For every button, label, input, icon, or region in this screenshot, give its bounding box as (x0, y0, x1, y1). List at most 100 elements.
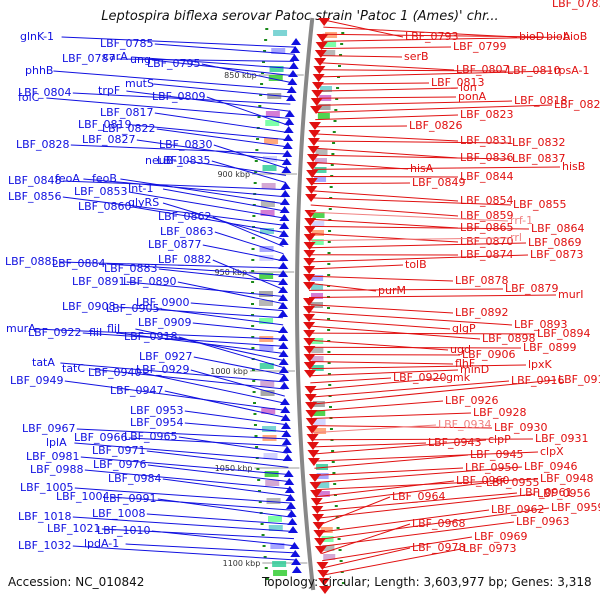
forward-gene-arrow[interactable] (279, 214, 290, 221)
forward-gene-arrow[interactable] (281, 438, 292, 445)
forward-gene-label[interactable]: LBF_0885 (5, 255, 59, 268)
reverse-gene-arrow[interactable] (308, 122, 321, 130)
reverse-gene-label[interactable]: LBF_0849 (412, 176, 466, 189)
reverse-gene-label[interactable]: purM (378, 284, 406, 297)
forward-gene-label[interactable]: LBF_0783 (552, 0, 600, 10)
forward-gene-label[interactable]: LBF_0787 (62, 52, 116, 65)
forward-gene-arrow[interactable] (287, 518, 298, 525)
reverse-gene-arrow[interactable] (311, 514, 324, 522)
reverse-gene-arrow[interactable] (303, 234, 316, 242)
forward-gene-label[interactable]: LBF_0971 (92, 444, 146, 457)
forward-gene-arrow[interactable] (278, 366, 289, 373)
reverse-gene-label[interactable]: LBF_0930 (494, 421, 548, 434)
reverse-gene-label[interactable]: LBF_0810 (507, 64, 561, 77)
forward-gene-arrow[interactable] (291, 558, 302, 565)
forward-gene-label[interactable]: LBF_0795 (147, 57, 201, 70)
forward-gene-label[interactable]: LBF_0909 (138, 316, 192, 329)
reverse-gene-arrow[interactable] (306, 162, 319, 170)
forward-gene-label[interactable]: LBF_0947 (110, 384, 164, 397)
reverse-gene-label[interactable]: bioB (563, 30, 587, 43)
forward-gene-label[interactable]: LBF_0966 (74, 431, 128, 444)
forward-gene-arrow[interactable] (279, 206, 290, 213)
forward-gene-label[interactable]: neuB-1 (145, 154, 184, 167)
forward-gene-arrow[interactable] (278, 262, 289, 269)
forward-gene-label[interactable]: lpdA-1 (84, 537, 119, 550)
reverse-gene-label[interactable]: hisB (562, 160, 585, 173)
rna-gene-label[interactable]: LBF_0934 (438, 418, 492, 431)
reverse-gene-label[interactable]: LBF_0973 (463, 542, 517, 555)
rna-gene-label[interactable]: rrl (510, 231, 522, 244)
forward-gene-arrow[interactable] (278, 230, 289, 237)
forward-gene-label[interactable]: LBF_1005 (20, 481, 74, 494)
forward-gene-arrow[interactable] (284, 486, 295, 493)
forward-gene-label[interactable]: LBF_0988 (30, 463, 84, 476)
reverse-gene-arrow[interactable] (304, 218, 317, 226)
forward-gene-label[interactable]: LBF_0830 (159, 138, 213, 151)
reverse-gene-label[interactable]: clpP (488, 433, 511, 446)
forward-gene-label[interactable]: LBF_0984 (108, 472, 162, 485)
forward-gene-arrow[interactable] (286, 94, 297, 101)
reverse-gene-label[interactable]: LBF_0928 (473, 406, 527, 419)
reverse-gene-arrow[interactable] (303, 298, 315, 306)
reverse-gene-label[interactable]: serB (404, 50, 429, 63)
reverse-gene-label[interactable]: LBF_0959 (551, 501, 600, 514)
reverse-gene-label[interactable]: LBF_0893 (514, 318, 568, 331)
forward-gene-label[interactable]: feoA (55, 172, 80, 185)
forward-gene-label[interactable]: LBF_0819 (78, 118, 132, 131)
forward-gene-arrow[interactable] (278, 278, 289, 285)
reverse-gene-arrow[interactable] (318, 578, 331, 586)
reverse-gene-arrow[interactable] (303, 250, 316, 258)
forward-gene-label[interactable]: LBF_0804 (18, 86, 72, 99)
reverse-gene-arrow[interactable] (308, 474, 321, 482)
reverse-gene-label[interactable]: LBF_0874 (460, 248, 514, 261)
reverse-gene-label[interactable]: LBF_0865 (460, 221, 514, 234)
forward-gene-arrow[interactable] (278, 358, 289, 365)
reverse-gene-arrow[interactable] (310, 106, 323, 114)
forward-gene-label[interactable]: LBF_1032 (18, 539, 72, 552)
reverse-gene-arrow[interactable] (316, 34, 329, 42)
forward-gene-arrow[interactable] (286, 502, 297, 509)
reverse-gene-label[interactable]: lpxK (528, 358, 553, 371)
reverse-gene-label[interactable]: tolB (405, 258, 427, 271)
forward-gene-label[interactable]: LBF_0965 (124, 430, 178, 443)
forward-gene-label[interactable]: LBF_1021 (47, 522, 101, 535)
forward-gene-arrow[interactable] (286, 510, 297, 517)
forward-gene-label[interactable]: LBF_0817 (100, 106, 154, 119)
reverse-gene-label[interactable]: LBF_0807 (456, 63, 510, 76)
forward-gene-label[interactable]: LBF_0891 (72, 275, 126, 288)
forward-gene-arrow[interactable] (280, 406, 291, 413)
reverse-gene-label[interactable]: LBF_0879 (505, 282, 559, 295)
forward-gene-label[interactable]: trpF (98, 84, 120, 97)
forward-gene-label[interactable]: LBF_0822 (102, 122, 156, 135)
reverse-gene-label[interactable]: rpsA-1 (554, 64, 590, 77)
forward-gene-arrow[interactable] (291, 566, 302, 573)
forward-gene-arrow[interactable] (290, 550, 301, 557)
forward-gene-label[interactable]: LBF_0809 (152, 90, 206, 103)
reverse-gene-label[interactable]: clpX (540, 445, 564, 458)
reverse-gene-arrow[interactable] (310, 498, 323, 506)
forward-gene-arrow[interactable] (279, 374, 290, 381)
forward-gene-arrow[interactable] (284, 110, 295, 117)
reverse-gene-label[interactable]: lon (460, 81, 477, 94)
reverse-gene-label[interactable]: LBF_0870 (460, 235, 514, 248)
forward-gene-label[interactable]: LBF_0827 (82, 133, 136, 146)
reverse-gene-label[interactable]: LBF_0892 (455, 306, 509, 319)
reverse-gene-label[interactable]: LBF_0832 (512, 136, 566, 149)
reverse-gene-arrow[interactable] (307, 138, 320, 146)
reverse-gene-label[interactable]: LBF_0945 (470, 448, 524, 461)
reverse-gene-label[interactable]: LBF_0826 (409, 119, 463, 132)
reverse-gene-label[interactable]: LBF_0916 (511, 374, 565, 387)
forward-gene-arrow[interactable] (284, 118, 295, 125)
forward-gene-arrow[interactable] (285, 494, 296, 501)
forward-gene-arrow[interactable] (279, 398, 290, 405)
reverse-gene-label[interactable]: LBF_0855 (513, 198, 567, 211)
forward-gene-label[interactable]: LBF_1018 (18, 510, 72, 523)
reverse-gene-label[interactable]: LBF_0931 (535, 432, 589, 445)
reverse-gene-arrow[interactable] (311, 506, 324, 514)
reverse-gene-label[interactable]: LBF_0823 (460, 108, 514, 121)
reverse-gene-arrow[interactable] (305, 410, 318, 418)
reverse-gene-arrow[interactable] (314, 50, 327, 58)
forward-gene-label[interactable]: glnK-1 (20, 30, 54, 43)
reverse-gene-label[interactable]: LBF_0964 (392, 490, 446, 503)
forward-gene-label[interactable]: murA (6, 322, 36, 335)
